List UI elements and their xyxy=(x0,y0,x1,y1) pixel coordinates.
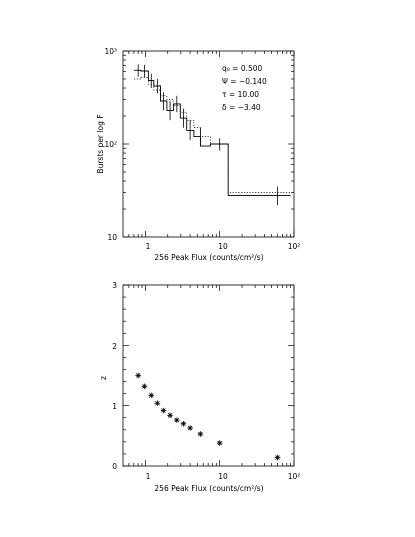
plot2-xtick-label-1: 1 xyxy=(146,472,151,481)
plot1-xtick-label-1: 1 xyxy=(146,242,151,251)
asterisk-point xyxy=(197,431,204,437)
plot1-dotted-histogram xyxy=(133,77,291,193)
redshift-panel: 1 10 10² 0 1 2 3 256 Peak Flux (counts/c… xyxy=(99,281,300,493)
plot2-xtick-label-100: 10² xyxy=(288,472,301,481)
plot1-error-bars xyxy=(137,64,278,206)
plot2-frame xyxy=(122,284,295,467)
asterisk-point xyxy=(174,417,180,423)
plot1-x-axis-label: 256 Peak Flux (counts/cm²/s) xyxy=(154,253,263,262)
asterisk-point xyxy=(216,440,223,446)
asterisk-point xyxy=(135,372,141,379)
asterisk-point xyxy=(187,425,193,431)
plot1-ticks xyxy=(123,50,295,238)
plot1-xtick-label-10: 10 xyxy=(218,242,228,251)
plot1-y-axis-label: Bursts per log F xyxy=(96,114,105,173)
annotation-psi: Ψ = −0.140 xyxy=(222,77,267,86)
plot1-ytick-label-1000: 10³ xyxy=(104,47,117,56)
asterisk-point xyxy=(167,412,173,419)
asterisk-point xyxy=(160,407,167,414)
asterisk-point xyxy=(180,420,187,427)
annotation-delta: δ = −3.40 xyxy=(222,103,261,112)
flux-distribution-panel: 1 10 10² 10 10² 10³ 256 Peak Flux (count… xyxy=(96,47,300,262)
asterisk-point xyxy=(148,392,155,399)
asterisk-point xyxy=(154,400,161,407)
asterisk-point xyxy=(274,454,281,461)
plot2-points xyxy=(135,372,281,461)
annotation-tau: τ = 10.00 xyxy=(222,90,259,99)
plot2-ytick-label-1: 1 xyxy=(112,402,117,411)
asterisk-point xyxy=(141,383,148,390)
plot2-ytick-label-2: 2 xyxy=(112,342,117,351)
plot1-ytick-label-100: 10² xyxy=(104,140,117,149)
plot2-xtick-label-10: 10 xyxy=(218,472,228,481)
annotation-q0: q₀ = 0.500 xyxy=(222,64,263,73)
dotted-histogram-line xyxy=(133,77,291,193)
plot2-ticks xyxy=(123,284,295,467)
plot1-ytick-label-10: 10 xyxy=(107,233,117,242)
plot2-ytick-label-0: 0 xyxy=(112,462,117,471)
plot2-x-axis-label: 256 Peak Flux (counts/cm²/s) xyxy=(154,484,263,493)
plot1-xtick-label-100: 10² xyxy=(288,242,301,251)
plot2-y-axis-label: z xyxy=(99,376,108,380)
plot2-ytick-label-3: 3 xyxy=(112,281,117,290)
